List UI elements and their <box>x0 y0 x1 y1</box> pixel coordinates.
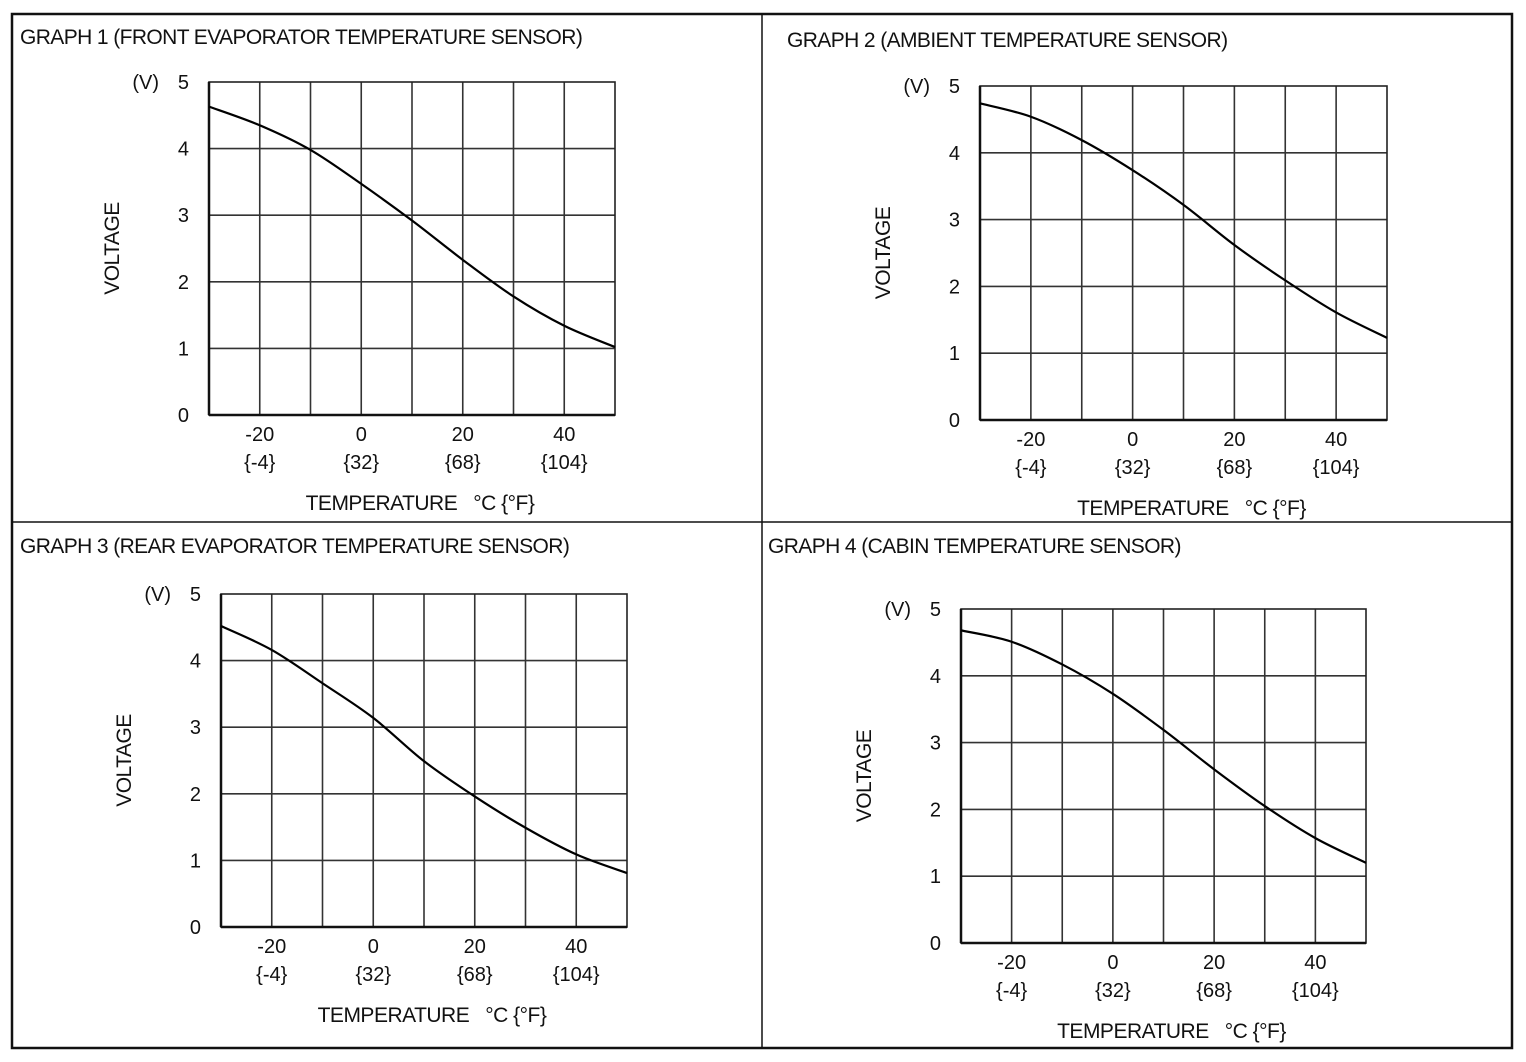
y-tick-label: 3 <box>949 210 960 232</box>
graph-title: GRAPH 1 (FRONT EVAPORATOR TEMPERATURE SE… <box>20 26 582 49</box>
y-tick-label: 3 <box>930 733 941 755</box>
y-tick-label: 1 <box>949 343 960 365</box>
y-unit-label: (V) <box>144 584 171 606</box>
y-tick-label: 1 <box>190 850 201 872</box>
y-axis-label: VOLTAGE <box>101 202 124 295</box>
x-tick-label: -20 <box>1016 429 1045 451</box>
graph-title: GRAPH 3 (REAR EVAPORATOR TEMPERATURE SEN… <box>20 535 569 558</box>
voltage-curve <box>220 624 628 875</box>
x-tick-label: 0 <box>1107 952 1118 974</box>
x-tick-sublabel: {68} <box>445 452 481 474</box>
y-tick-label: 5 <box>930 599 941 621</box>
x-tick-label: 0 <box>1127 429 1138 451</box>
voltage-curve <box>208 105 616 349</box>
x-tick-sublabel: {-4} <box>996 980 1027 1002</box>
y-tick-label: 5 <box>178 72 189 94</box>
y-tick-label: 2 <box>190 784 201 806</box>
x-tick-label: -20 <box>257 936 286 958</box>
y-unit-label: (V) <box>884 599 911 621</box>
graph-4: GRAPH 4 (CABIN TEMPERATURE SENSOR) 0 1 2 3 4 5… <box>768 535 1367 1043</box>
graph-3: GRAPH 3 (REAR EVAPORATOR TEMPERATURE SEN… <box>20 535 628 1027</box>
y-tick-label: 5 <box>949 76 960 98</box>
y-tick-label: 4 <box>190 651 201 673</box>
x-tick-sublabel: {32} <box>1095 980 1131 1002</box>
x-axis-label: TEMPERATURE °C {°F} <box>306 492 535 515</box>
x-tick-label: 20 <box>1203 952 1225 974</box>
y-unit-label: (V) <box>132 72 159 94</box>
x-tick-sublabel: {32} <box>343 452 379 474</box>
x-tick-label: 0 <box>368 936 379 958</box>
y-tick-label: 0 <box>190 917 201 939</box>
x-tick-label: -20 <box>997 952 1026 974</box>
x-tick-sublabel: {-4} <box>244 452 275 474</box>
x-tick-label: 0 <box>356 424 367 446</box>
y-tick-label: 5 <box>190 584 201 606</box>
graph-title: GRAPH 4 (CABIN TEMPERATURE SENSOR) <box>768 535 1181 558</box>
y-tick-label: 4 <box>178 139 189 161</box>
graph-1: GRAPH 1 (FRONT EVAPORATOR TEMPERATURE SE… <box>20 26 616 515</box>
x-tick-sublabel: {104} <box>1292 980 1339 1002</box>
x-axis-label: TEMPERATURE °C {°F} <box>1077 497 1306 520</box>
x-tick-sublabel: {104} <box>541 452 588 474</box>
y-tick-label: 0 <box>949 410 960 432</box>
y-tick-label: 2 <box>949 276 960 298</box>
x-axis-label: TEMPERATURE °C {°F} <box>318 1004 547 1027</box>
x-tick-label: 40 <box>1325 429 1347 451</box>
y-axis-label: VOLTAGE <box>853 729 876 822</box>
y-tick-label: 2 <box>178 272 189 294</box>
y-tick-label: 4 <box>949 143 960 165</box>
y-tick-label: 2 <box>930 799 941 821</box>
x-tick-label: 40 <box>553 424 575 446</box>
y-tick-label: 1 <box>178 338 189 360</box>
y-tick-label: 0 <box>930 933 941 955</box>
x-tick-sublabel: {32} <box>355 964 391 986</box>
voltage-curve <box>979 102 1388 339</box>
y-tick-label: 3 <box>178 205 189 227</box>
x-tick-label: 20 <box>452 424 474 446</box>
voltage-curve <box>960 629 1367 864</box>
x-tick-label: 20 <box>464 936 486 958</box>
x-tick-sublabel: {-4} <box>256 964 287 986</box>
x-axis-label: TEMPERATURE °C {°F} <box>1057 1020 1286 1043</box>
x-tick-sublabel: {104} <box>1313 457 1360 479</box>
y-unit-label: (V) <box>903 76 930 98</box>
x-tick-sublabel: {104} <box>553 964 600 986</box>
x-tick-label: 40 <box>1304 952 1326 974</box>
y-tick-label: 1 <box>930 866 941 888</box>
x-tick-sublabel: {32} <box>1115 457 1151 479</box>
y-tick-label: 3 <box>190 717 201 739</box>
y-tick-label: 4 <box>930 666 941 688</box>
x-tick-sublabel: {68} <box>457 964 493 986</box>
graph-title: GRAPH 2 (AMBIENT TEMPERATURE SENSOR) <box>787 29 1227 52</box>
x-tick-sublabel: {68} <box>1196 980 1232 1002</box>
y-axis-label: VOLTAGE <box>113 714 136 807</box>
x-tick-sublabel: {68} <box>1217 457 1253 479</box>
x-tick-label: -20 <box>245 424 274 446</box>
y-tick-label: 0 <box>178 405 189 427</box>
x-tick-label: 20 <box>1223 429 1245 451</box>
x-tick-sublabel: {-4} <box>1015 457 1046 479</box>
x-tick-label: 40 <box>565 936 587 958</box>
y-axis-label: VOLTAGE <box>872 206 895 299</box>
graph-2: GRAPH 2 (AMBIENT TEMPERATURE SENSOR) 0 1 2 3… <box>787 29 1388 520</box>
